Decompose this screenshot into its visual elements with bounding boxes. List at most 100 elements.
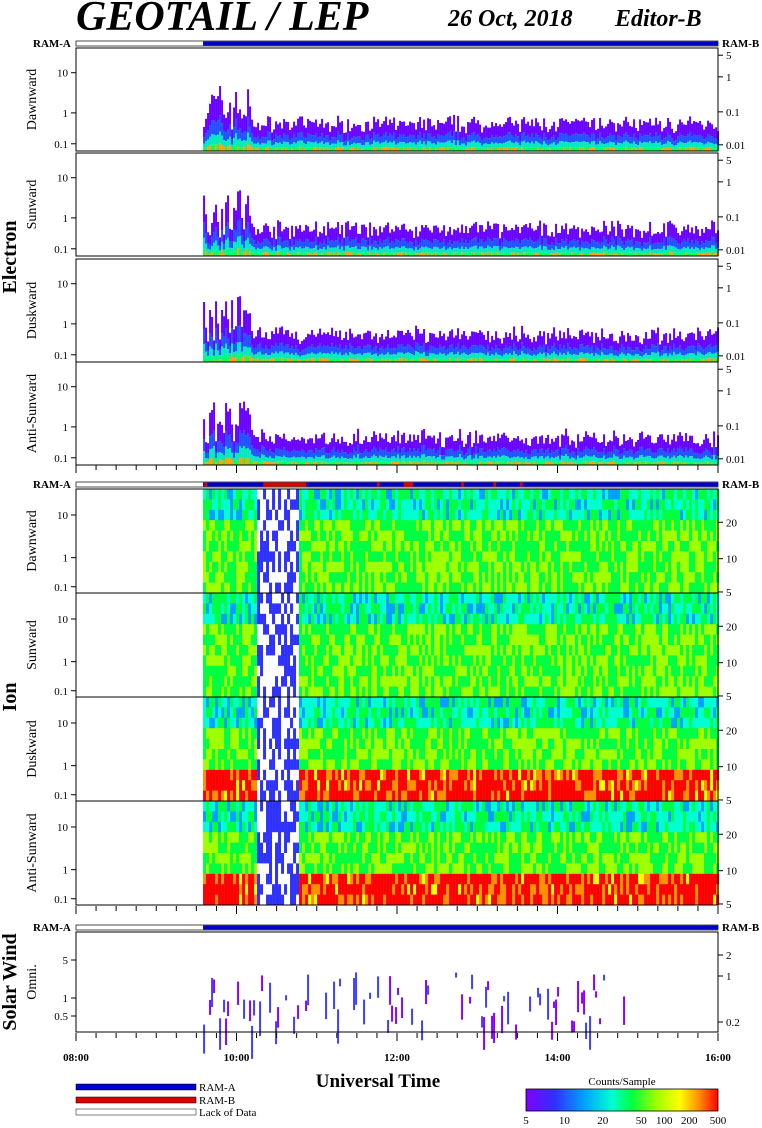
x-tick-label-4: 16:00 <box>705 1052 731 1064</box>
electron-panel-label-1: Sunward <box>25 180 40 230</box>
electron-left-tick-2-0: 10 <box>57 279 69 291</box>
colorbar-gradient <box>525 1088 719 1112</box>
ion-right-tick-2-0: 20 <box>726 725 738 737</box>
ion-right-tick-2-2: 5 <box>726 795 732 807</box>
ion-left-tick-3-2: 0.1 <box>54 894 68 906</box>
electron-right-tick-3-3: 0.01 <box>726 454 745 466</box>
ion-ram-bar-ram-b-1 <box>263 482 307 487</box>
panels-layer: RAM-A RAM-B 10 1 0.1 5 1 0.1 0.01 Dawnward 10 1 0.1 5… <box>0 38 760 1064</box>
electron-left-tick-1-2: 0.1 <box>54 244 68 256</box>
colorbar-tick-2: 20 <box>597 1115 609 1127</box>
ion-right-tick-3-2: 5 <box>726 899 732 911</box>
ion-panel-2 <box>203 697 720 802</box>
electron-panel-frame-0 <box>75 47 719 152</box>
ram-b-label: RAM-B <box>722 38 760 50</box>
legend-swatch-ram-b <box>75 1096 197 1104</box>
electron-left-tick-1-1: 1 <box>63 213 69 225</box>
electron-left-tick-2-2: 0.1 <box>54 350 68 362</box>
ion-left-tick-2-2: 0.1 <box>54 790 68 802</box>
ion-panel-label-2: Duskward <box>25 720 40 778</box>
ion-ram-bar-ram-b-2 <box>376 482 380 487</box>
electron-panel-frame-1 <box>75 152 719 257</box>
colorbar-tick-3: 50 <box>636 1115 648 1127</box>
electron-right-tick-2-2: 0.1 <box>726 318 740 330</box>
legend-label-ram-a: RAM-A <box>199 1082 236 1094</box>
ion-right-tick-3-1: 10 <box>726 866 738 878</box>
colorbar-tick-4: 100 <box>656 1115 673 1127</box>
x-axis-label: Universal Time <box>316 1071 440 1092</box>
x-tick-label-0: 08:00 <box>63 1052 89 1064</box>
ion-panel-label-3: Anti-Sunward <box>25 813 40 892</box>
ion-panel-label-0: Dawnward <box>25 510 40 571</box>
ram-b-label: RAM-B <box>722 479 760 491</box>
ion-group-label: Ion <box>0 683 21 712</box>
electron-panel-label-3: Anti-Sunward <box>25 374 40 453</box>
electron-left-tick-3-0: 10 <box>57 382 69 394</box>
ion-ram-bar-ram-b-6 <box>520 482 523 487</box>
electron-left-tick-3-1: 1 <box>63 422 69 434</box>
electron-left-tick-3-2: 0.1 <box>54 453 68 465</box>
colorbar-tick-1: 10 <box>559 1115 571 1127</box>
ion-left-tick-3-0: 10 <box>57 822 69 834</box>
electron-right-tick-2-0: 5 <box>726 261 732 273</box>
electron-left-tick-0-2: 0.1 <box>54 139 68 151</box>
ion-left-tick-3-1: 1 <box>63 865 69 877</box>
electron-right-tick-2-1: 1 <box>726 283 732 295</box>
colorbar-tick-0: 5 <box>523 1115 529 1127</box>
electron-panel-1 <box>203 190 720 256</box>
ion-left-tick-0-1: 1 <box>63 553 69 565</box>
main-title: GEOTAIL / LEP <box>76 0 369 40</box>
ion-panel-frame-3 <box>75 800 719 906</box>
ion-right-tick-1-2: 5 <box>726 691 732 703</box>
electron-right-tick-0-1: 1 <box>726 72 732 84</box>
colorbar: Counts/Sample 5 10 20 50 100 200 500 <box>523 1076 727 1127</box>
date-label: 26 Oct, 2018 <box>447 6 573 32</box>
electron-right-tick-1-0: 5 <box>726 155 732 167</box>
electron-right-tick-0-0: 5 <box>726 50 732 62</box>
ion-right-tick-2-1: 10 <box>726 762 738 774</box>
colorbar-tick-5: 200 <box>681 1115 698 1127</box>
solar-right-tick-2: 0.2 <box>726 1017 740 1029</box>
ram-a-label: RAM-A <box>33 479 71 491</box>
electron-panel-2 <box>203 296 720 362</box>
electron-right-tick-3-2: 0.1 <box>726 421 740 433</box>
electron-left-tick-1-0: 10 <box>57 173 69 185</box>
x-tick-label-3: 14:00 <box>545 1052 571 1064</box>
solar-left-tick-1: 1 <box>63 993 69 1005</box>
ion-panel-label-1: Sunward <box>25 620 40 670</box>
ram-a-label: RAM-A <box>33 922 71 934</box>
ion-left-tick-0-2: 0.1 <box>54 582 68 594</box>
electron-right-tick-2-3: 0.01 <box>726 351 745 363</box>
ion-ram-bar-ram-b-5 <box>493 482 496 487</box>
ion-panel-1 <box>203 593 720 698</box>
solar-ram-bar-ram-a <box>203 925 718 930</box>
ion-ram-bar-ram-b-3 <box>403 482 414 487</box>
ion-panel-3 <box>203 801 720 906</box>
electron-group-label: Electron <box>0 221 21 294</box>
ion-right-tick-0-1: 10 <box>726 554 738 566</box>
electron-left-tick-0-0: 10 <box>57 68 69 80</box>
electron-panel-3 <box>203 401 720 465</box>
electron-right-tick-3-0: 5 <box>726 364 732 376</box>
solar-right-tick-0: 2 <box>726 950 732 962</box>
ion-right-tick-1-1: 10 <box>726 658 738 670</box>
ion-ram-bar-ram-b-4 <box>461 482 464 487</box>
editor-label: Editor-B <box>614 6 702 32</box>
electron-left-tick-0-1: 1 <box>63 108 69 120</box>
colorbar-tick-6: 500 <box>710 1115 727 1127</box>
electron-right-tick-1-1: 1 <box>726 177 732 189</box>
electron-right-tick-0-3: 0.01 <box>726 140 745 152</box>
electron-right-tick-1-3: 0.01 <box>726 245 745 257</box>
ion-left-tick-1-2: 0.1 <box>54 686 68 698</box>
ram-b-label: RAM-B <box>722 922 760 934</box>
ion-right-tick-0-2: 5 <box>726 587 732 599</box>
solar-right-tick-1: 1 <box>726 971 732 983</box>
ion-panel-0 <box>203 489 720 594</box>
legend-swatch-ram-a <box>75 1083 197 1091</box>
ion-ram-bar-ram-b-0 <box>204 482 208 487</box>
x-tick-label-2: 12:00 <box>384 1052 410 1064</box>
ion-right-tick-1-0: 20 <box>726 621 738 633</box>
ion-left-tick-0-0: 10 <box>57 510 69 522</box>
legend: RAM-A RAM-B Lack of Data <box>75 1082 257 1119</box>
